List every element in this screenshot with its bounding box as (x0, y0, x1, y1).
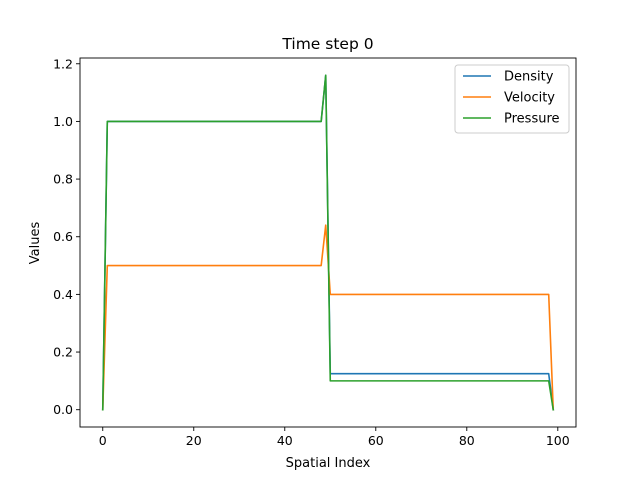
legend-box (454, 64, 570, 134)
y-tick-label: 0.6 (53, 229, 73, 244)
axes-layer: 0 20 40 60 80 100 0.0 0.2 0.4 0.6 0.8 1.0 1.2 (53, 56, 577, 448)
series-line-pressure (101, 74, 555, 411)
y-tick-label: 1.0 (53, 114, 73, 129)
y-tick-label: 1.2 (53, 56, 73, 71)
legend-label-velocity: Velocity (504, 91, 555, 106)
series-line-velocity (101, 224, 555, 411)
x-axis-label: Spatial Index (286, 456, 371, 471)
y-tick-label: 0.4 (53, 287, 73, 302)
plot-frame (79, 57, 577, 428)
y-axis-label: Values (28, 222, 43, 265)
x-tick-label: 20 (186, 433, 202, 448)
chart-title: Time step 0 (281, 35, 373, 53)
x-tick-label: 100 (546, 433, 570, 448)
x-tick-label: 0 (99, 433, 107, 448)
x-tick-label: 40 (277, 433, 293, 448)
series-layer (101, 74, 555, 411)
legend-label-pressure: Pressure (504, 112, 560, 127)
legend: Density Velocity Pressure (454, 64, 570, 134)
y-tick-label: 0.0 (53, 402, 73, 417)
x-tick-label: 80 (459, 433, 475, 448)
x-tick-label: 60 (368, 433, 384, 448)
y-tick-label: 0.2 (53, 345, 73, 360)
y-tick-label: 0.8 (53, 172, 73, 187)
legend-label-density: Density (504, 70, 554, 85)
